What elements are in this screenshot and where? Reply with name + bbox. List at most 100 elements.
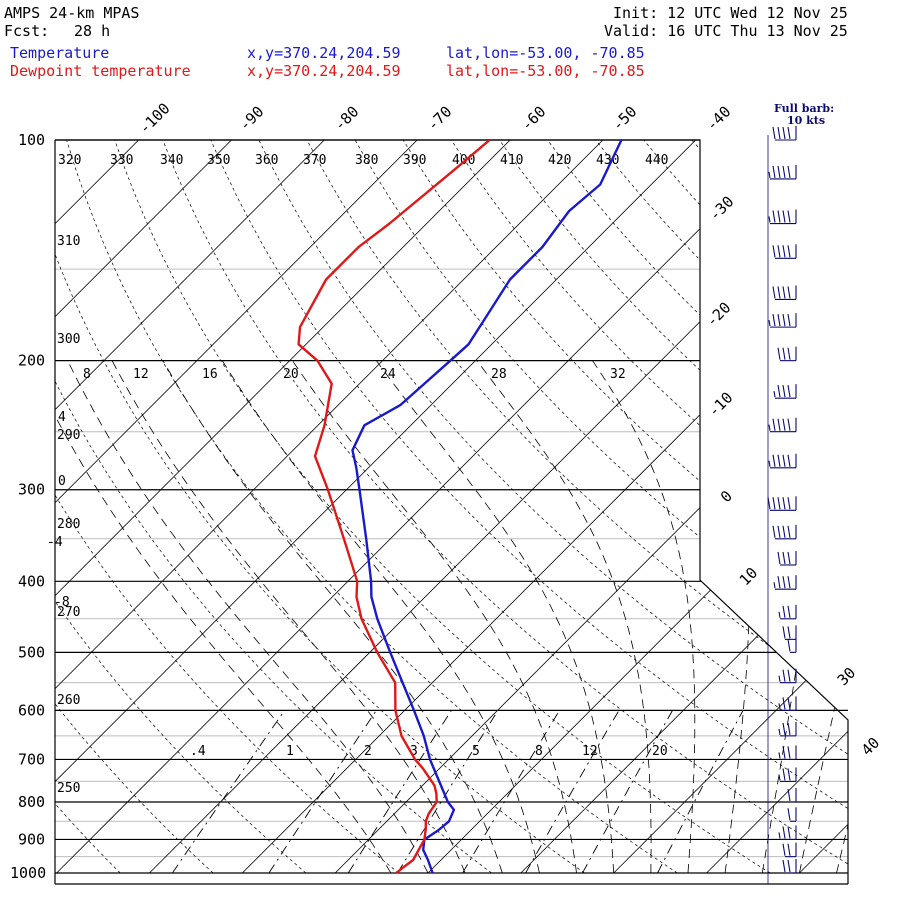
mixing-ratio-label: 2 <box>364 744 372 759</box>
barb-flag <box>777 418 781 431</box>
barb-flag <box>787 245 791 258</box>
barb-flag <box>782 605 786 618</box>
theta-label: 320 <box>58 153 81 168</box>
mixing-ratio-label: 20 <box>652 744 668 759</box>
dry-adiabat <box>258 140 848 874</box>
barb-flag <box>782 826 786 839</box>
wind-barb <box>778 696 797 711</box>
wind-barb <box>778 745 797 761</box>
moist-adiabat-label: -4 <box>47 535 63 550</box>
forecast-label: Fcst: <box>4 22 50 40</box>
pressure-tick-label: 400 <box>18 572 45 590</box>
wind-barb <box>782 859 797 874</box>
pressure-tick-label: 1000 <box>10 864 46 882</box>
mixing-ratio-label: .4 <box>190 744 206 759</box>
series-dewpoint-temperature <box>297 140 491 874</box>
moist-adiabat-label: -8 <box>54 595 70 610</box>
barb-half-flag <box>778 675 781 682</box>
dry-adiabat <box>114 140 771 874</box>
theta-label: 330 <box>110 153 133 168</box>
barb-flag <box>782 669 786 682</box>
wind-barb <box>787 807 797 822</box>
wind-barb <box>778 767 797 782</box>
barb-flag <box>772 418 776 431</box>
mixing-ratio-label: 5 <box>472 744 480 759</box>
barb-half-flag <box>778 703 781 710</box>
isotherm <box>56 140 789 874</box>
theta-label: 260 <box>57 693 80 708</box>
barb-half-flag <box>778 611 781 618</box>
barb-flag <box>772 210 776 223</box>
barb-half-flag <box>778 774 781 781</box>
theta-label: 430 <box>596 153 619 168</box>
pressure-tick-label: 900 <box>18 830 45 848</box>
wind-barb <box>768 209 797 225</box>
barb-half-flag <box>778 752 781 759</box>
moist-adiabat <box>67 360 429 874</box>
barb-flag <box>777 454 781 467</box>
barb-half-flag <box>773 391 776 398</box>
moist-adiabat <box>111 360 466 874</box>
wind-barb <box>768 417 797 433</box>
mixing-ratio-label: 3 <box>410 744 418 759</box>
barb-flag <box>777 525 781 538</box>
barb-flag <box>782 497 786 510</box>
isotherm-label: -50 <box>609 103 641 135</box>
barb-flag <box>787 418 791 431</box>
barb-flag <box>772 525 776 538</box>
dry-adiabat <box>55 140 585 874</box>
barb-flag <box>772 286 776 299</box>
barb-flag <box>782 576 786 589</box>
pressure-tick-label: 800 <box>18 793 45 811</box>
barb-flag <box>777 551 781 565</box>
barb-flag <box>787 639 791 652</box>
wind-barb <box>768 164 797 180</box>
moist-adiabat-label: 4 <box>58 410 66 425</box>
legend-dewpoint-latlon: lat,lon=-53.00, -70.85 <box>446 62 645 80</box>
barb-flag <box>782 245 786 258</box>
moist-adiabat-label: 32 <box>610 367 626 382</box>
barb-flag <box>777 245 781 258</box>
dry-adiabat <box>787 140 848 874</box>
barb-flag <box>782 722 786 735</box>
barb-half-flag <box>773 582 776 589</box>
isotherm <box>334 140 848 874</box>
theta-label: 390 <box>403 153 426 168</box>
barb-flag <box>772 126 776 140</box>
theta-label: 310 <box>57 234 80 249</box>
isotherm <box>55 140 418 874</box>
wind-barbs <box>767 126 797 874</box>
barb-flag <box>787 385 791 398</box>
dry-adiabat <box>451 140 848 874</box>
wind-barb <box>778 668 797 684</box>
barb-flag <box>782 210 786 223</box>
legend-temperature-latlon: lat,lon=-53.00, -70.85 <box>446 44 645 62</box>
isotherm-label: -80 <box>331 103 363 135</box>
barb-flag <box>777 314 781 327</box>
wind-barb <box>768 453 797 469</box>
pressure-tick-label: 600 <box>18 701 45 719</box>
isotherm <box>242 140 848 874</box>
barb-flag <box>782 314 786 327</box>
isotherm <box>613 140 848 874</box>
moist-adiabat <box>55 360 392 874</box>
pressure-tick-label: 500 <box>18 643 45 661</box>
pressure-tick-label: 300 <box>18 481 45 499</box>
theta-label: 380 <box>355 153 378 168</box>
barb-flag <box>777 385 781 398</box>
barb-flag <box>782 768 786 781</box>
wind-barb <box>777 346 797 362</box>
barb-flag <box>782 418 786 431</box>
barb-flag <box>787 808 791 821</box>
isotherm-label: -90 <box>236 103 268 135</box>
wind-barb <box>777 550 797 566</box>
barb-flag <box>787 576 791 589</box>
barb-flag <box>787 286 791 299</box>
barb-flag <box>777 497 781 510</box>
pressure-tick-label: 700 <box>18 750 45 768</box>
barb-flag <box>787 347 791 360</box>
barb-flag <box>787 669 791 682</box>
wind-barb <box>768 313 797 328</box>
model-title: AMPS 24-km MPAS <box>4 4 140 22</box>
